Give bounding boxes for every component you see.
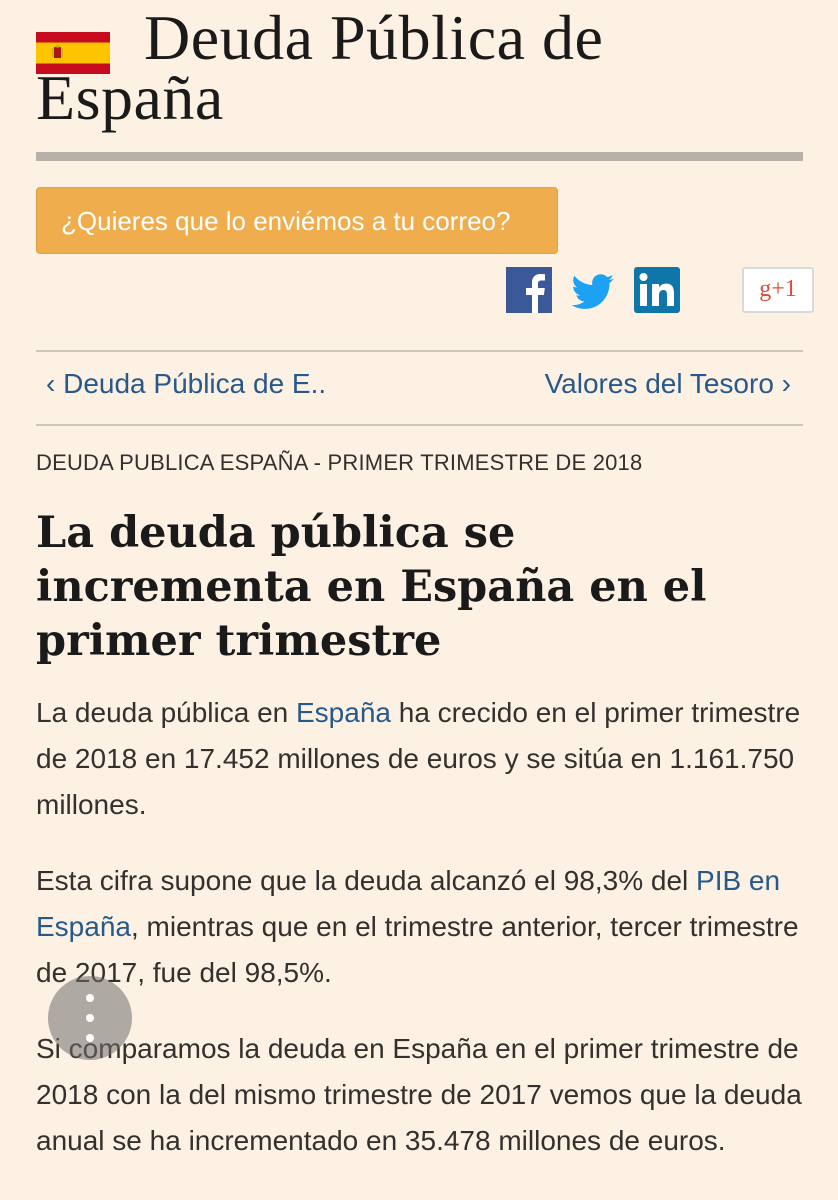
google-plus-one-button[interactable]: g+1 bbox=[742, 267, 814, 313]
site-header: Deuda Pública de España bbox=[36, 2, 803, 133]
facebook-icon[interactable] bbox=[506, 267, 552, 313]
pib-espana-link[interactable]: PIB en España bbox=[36, 865, 781, 942]
more-vert-icon bbox=[86, 994, 94, 1002]
nav-next-link[interactable]: Valores del Tesoro › bbox=[544, 368, 791, 399]
p1-text-before: La deuda pública en bbox=[36, 697, 296, 728]
paragraph-2: Esta cifra supone que la deuda alcanzó e… bbox=[36, 858, 803, 996]
espana-link[interactable]: España bbox=[296, 697, 391, 728]
article-headline: La deuda pública se incrementa en España… bbox=[36, 508, 707, 666]
spain-flag-icon bbox=[36, 32, 110, 74]
p1-text-after: ha crecido en el primer trimestre de 201… bbox=[36, 697, 801, 820]
paragraph-1: La deuda pública en España ha crecido en… bbox=[36, 690, 803, 828]
more-options-button[interactable] bbox=[48, 976, 132, 1060]
google-plus-label: g+1 bbox=[759, 276, 797, 302]
nav-prev-link[interactable]: ‹ Deuda Pública de E.. bbox=[46, 368, 327, 399]
p2-text-after: , mientras que en el trimestre anterior,… bbox=[36, 911, 799, 988]
article-body: La deuda pública en España ha crecido en… bbox=[36, 690, 803, 1194]
site-title: Deuda Pública de España bbox=[36, 2, 604, 133]
twitter-icon[interactable] bbox=[570, 267, 616, 313]
p2-text-before: Esta cifra supone que la deuda alcanzó e… bbox=[36, 865, 697, 896]
paragraph-3: Si comparamos la deuda en España en el p… bbox=[36, 1033, 802, 1156]
subscribe-email-button[interactable]: ¿Quieres que lo enviémos a tu correo? bbox=[36, 187, 558, 254]
more-vert-icon-dot bbox=[86, 1014, 94, 1022]
more-vert-icon-dot bbox=[86, 1034, 94, 1042]
linkedin-icon[interactable] bbox=[634, 267, 680, 313]
title-divider bbox=[36, 152, 803, 161]
article-kicker: DEUDA PUBLICA ESPAÑA - PRIMER TRIMESTRE … bbox=[36, 450, 643, 475]
article-navigation: ‹ Deuda Pública de E.. Valores del Tesor… bbox=[36, 350, 803, 426]
